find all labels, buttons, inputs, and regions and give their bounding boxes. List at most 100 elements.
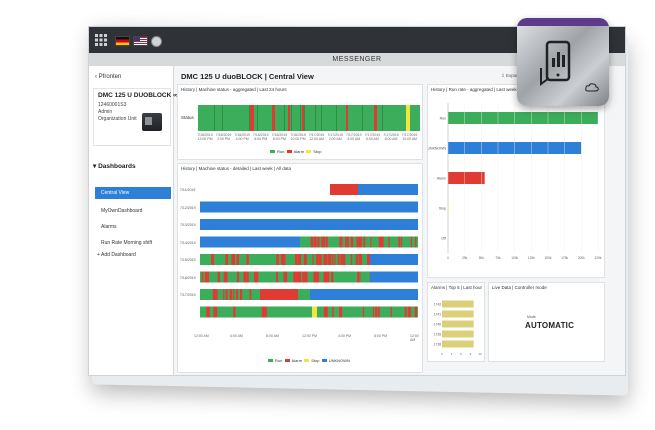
chevron-down-icon: ▾ <box>93 163 99 170</box>
panel-title: Alarms | Top 5 | Last hour <box>431 285 483 290</box>
usa-flag-icon[interactable] <box>133 36 148 46</box>
link-icon[interactable]: ∞ <box>173 92 178 99</box>
status-alarm-segment <box>332 306 334 318</box>
status-alarm-segment <box>276 271 279 283</box>
status-alarm-segment <box>246 254 249 265</box>
page-title: DMC 125 U duoBLOCK | Central View <box>181 72 314 81</box>
status-alarm-segment <box>249 289 252 300</box>
panel-title: History | Machine status - aggregated | … <box>181 87 287 92</box>
sidebar-item-myowndashboard[interactable]: MyOwnDashboard <box>101 208 143 214</box>
back-label: Pfronten <box>98 74 122 80</box>
row-labels: 7/11/2019 7/12/2019 7/13/2019 7/14/2019 7/15… <box>180 184 200 334</box>
status-empty-segment <box>200 184 330 195</box>
legend-run: Run <box>275 358 283 363</box>
status-alarm-segment <box>253 271 258 283</box>
x-tick-label: 200k <box>578 256 585 260</box>
grid-icon[interactable] <box>95 34 107 46</box>
status-alarm-segment <box>214 306 218 318</box>
status-alarm-segment <box>331 271 334 283</box>
status-alarm-segment <box>350 254 353 265</box>
status-alarm-segment <box>295 254 297 265</box>
row-date-label: 7/16/2019 <box>180 275 196 280</box>
legend-stop: Stop <box>313 149 322 154</box>
status-alarm-segment <box>236 289 238 300</box>
status-alarm-segment <box>330 184 358 195</box>
status-alarm-segment <box>236 254 239 265</box>
x-tick-label: 6 <box>460 352 462 356</box>
alarms-chart: 1742 1741 1740 1739 1738 0 3 6 9 12 <box>434 300 482 356</box>
status-alarm-segment <box>334 254 336 265</box>
status-run-stripe <box>284 105 285 131</box>
status-alarm-segment <box>323 254 327 265</box>
status-alarm-segment <box>337 254 340 265</box>
x-tick-label: 9 <box>470 352 472 356</box>
alarm-bar <box>442 310 474 318</box>
status-alarm-segment <box>370 236 372 248</box>
status-alarm-segment <box>263 306 267 318</box>
machine-card[interactable]: DMC 125 U DUOBLOCK ∞ 12460001S3 Admin Or… <box>93 88 178 146</box>
status-alarm-segment <box>280 254 285 265</box>
status-alarm-segment <box>213 306 216 318</box>
status-run-segment <box>200 271 418 283</box>
time-axis: 12:00 AM 4:00 AM 8:00 AM 12:00 PM 4:00 PM 8:0… <box>194 334 422 344</box>
settings-icon[interactable] <box>151 36 162 47</box>
status-run-stripe <box>249 105 250 131</box>
status-unknown-segment <box>370 254 418 265</box>
row-date-label: 7/14/2019 <box>180 240 196 245</box>
status-alarm-segment <box>303 271 306 283</box>
status-alarm-segment <box>310 236 314 248</box>
status-alarm-segment <box>390 306 392 318</box>
status-alarm-segment <box>340 254 343 265</box>
row-date-label: 7/17/2019 <box>180 293 196 297</box>
status-alarm-segment <box>217 271 221 283</box>
status-alarm-segment <box>304 271 308 283</box>
back-link[interactable]: ‹ Pfronten <box>95 74 121 80</box>
badge-band <box>517 18 609 26</box>
x-tick-label: 12 <box>478 352 482 356</box>
status-alarm-segment <box>315 271 319 283</box>
machine-name: DMC 125 U DUOBLOCK ∞ <box>98 92 178 99</box>
status-alarm-segment <box>243 271 246 283</box>
x-tick-label: 0 <box>447 256 449 260</box>
panel-run-rate: History | Run rate - aggregated | Last w… <box>427 84 605 278</box>
time-tick-label: 12:00 AM <box>194 334 209 338</box>
add-dashboard-button[interactable]: + Add Dashboard <box>97 252 136 258</box>
row-date-label: 7/11/2019 <box>180 188 196 192</box>
export-icon[interactable]: ⇩ <box>501 73 505 78</box>
dashboards-heading[interactable]: ▾ Dashboards <box>93 163 136 170</box>
status-alarm-segment <box>359 271 361 283</box>
time-tick-label: 7/17/2019 8:00 AM <box>383 133 399 141</box>
live-mode-label: Mode <box>527 315 536 319</box>
sidebar: ‹ Pfronten DMC 125 U DUOBLOCK ∞ 12460001… <box>89 66 178 375</box>
status-alarm-segment <box>229 289 233 300</box>
x-tick-label: 3 <box>451 352 453 356</box>
status-alarm-segment <box>223 271 228 283</box>
status-alarm-segment <box>346 105 348 131</box>
status-alarm-segment <box>261 306 265 318</box>
sidebar-item-alarms[interactable]: Alarms <box>101 224 117 230</box>
alarm-bar <box>442 340 474 348</box>
messenger-bar[interactable]: MESSENGER <box>89 53 625 66</box>
legend-unknown: UNKNOWN <box>328 358 350 363</box>
status-run-stripe <box>315 105 316 131</box>
category-label: Off <box>441 237 446 241</box>
export-button[interactable]: Export <box>506 73 520 78</box>
sidebar-item-run-rate-morning-shift[interactable]: Run Rate Morning shift <box>101 240 153 246</box>
x-tick-label: 0 <box>441 352 443 356</box>
sidebar-item-central-view[interactable]: Central View <box>95 187 171 199</box>
alarm-code-label: 1740 <box>434 323 441 327</box>
status-alarm-segment <box>400 236 403 248</box>
status-alarm-segment <box>204 271 208 283</box>
status-alarm-segment <box>236 271 239 283</box>
status-alarm-segment <box>404 306 407 318</box>
status-stop-segment <box>406 105 410 131</box>
time-tick-label: 7/16/2019 2:00 PM <box>215 133 232 141</box>
status-alarm-segment <box>225 289 228 300</box>
legend-alarm: Alarm <box>291 358 303 363</box>
status-alarm-segment <box>225 254 228 265</box>
germany-flag-icon[interactable] <box>115 36 130 46</box>
status-run-stripe <box>336 105 337 131</box>
back-chevron-icon: ‹ <box>95 74 99 80</box>
status-alarm-segment <box>313 271 316 283</box>
app-badge <box>517 18 609 106</box>
